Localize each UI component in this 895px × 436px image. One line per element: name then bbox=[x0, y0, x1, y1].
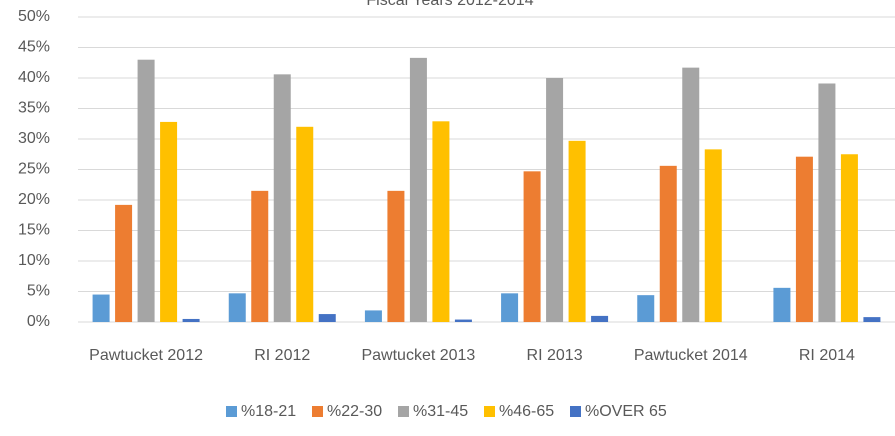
y-tick-label: 0% bbox=[27, 313, 50, 330]
bar bbox=[364, 310, 382, 322]
legend-swatch bbox=[398, 406, 409, 417]
chart-title: Fiscal Years 2012-2014 bbox=[366, 0, 533, 9]
bar bbox=[637, 295, 655, 322]
bar bbox=[818, 83, 836, 323]
bar bbox=[863, 317, 881, 322]
legend-label: %22-30 bbox=[327, 403, 382, 420]
bar bbox=[704, 149, 722, 322]
bar bbox=[568, 140, 586, 322]
x-tick-label: RI 2013 bbox=[526, 347, 583, 364]
y-tick-label: 10% bbox=[18, 252, 50, 269]
bar bbox=[591, 315, 609, 322]
y-tick-label: 15% bbox=[18, 222, 50, 239]
bar bbox=[228, 293, 246, 322]
bar bbox=[795, 156, 813, 322]
bar bbox=[840, 154, 858, 322]
legend-swatch bbox=[570, 406, 581, 417]
bar bbox=[115, 204, 133, 322]
x-tick-label: RI 2012 bbox=[254, 347, 311, 364]
x-tick-label: Pawtucket 2014 bbox=[633, 347, 748, 364]
bar bbox=[432, 121, 450, 322]
y-tick-label: 30% bbox=[18, 130, 50, 147]
legend-swatch bbox=[484, 406, 495, 417]
bar bbox=[137, 59, 155, 322]
legend-label: %18-21 bbox=[241, 403, 296, 420]
x-tick-label: Pawtucket 2013 bbox=[361, 347, 476, 364]
bar bbox=[273, 74, 291, 322]
y-tick-label: 45% bbox=[18, 39, 50, 56]
bar bbox=[92, 294, 110, 322]
legend-label: %46-65 bbox=[499, 403, 554, 420]
y-tick-label: 50% bbox=[18, 8, 50, 25]
bar bbox=[682, 67, 700, 322]
bar bbox=[501, 293, 519, 322]
bar bbox=[546, 78, 564, 322]
x-tick-label: RI 2014 bbox=[798, 347, 855, 364]
y-tick-label: 40% bbox=[18, 69, 50, 86]
bar bbox=[296, 126, 314, 322]
y-tick-label: 20% bbox=[18, 191, 50, 208]
bar bbox=[318, 314, 336, 322]
bar bbox=[160, 121, 178, 322]
y-tick-label: 25% bbox=[18, 161, 50, 178]
y-tick-label: 5% bbox=[27, 283, 50, 300]
bar bbox=[773, 287, 791, 322]
legend-label: %31-45 bbox=[413, 403, 468, 420]
bar bbox=[523, 171, 541, 322]
legend-swatch bbox=[312, 406, 323, 417]
bar bbox=[659, 165, 677, 322]
bar bbox=[409, 57, 427, 323]
bar bbox=[387, 190, 405, 322]
bar bbox=[454, 319, 472, 322]
legend-swatch bbox=[226, 406, 237, 417]
y-tick-label: 35% bbox=[18, 100, 50, 117]
x-tick-label: Pawtucket 2012 bbox=[89, 347, 203, 364]
bar bbox=[251, 190, 269, 322]
bar bbox=[182, 318, 200, 322]
legend-label: %OVER 65 bbox=[585, 403, 667, 420]
